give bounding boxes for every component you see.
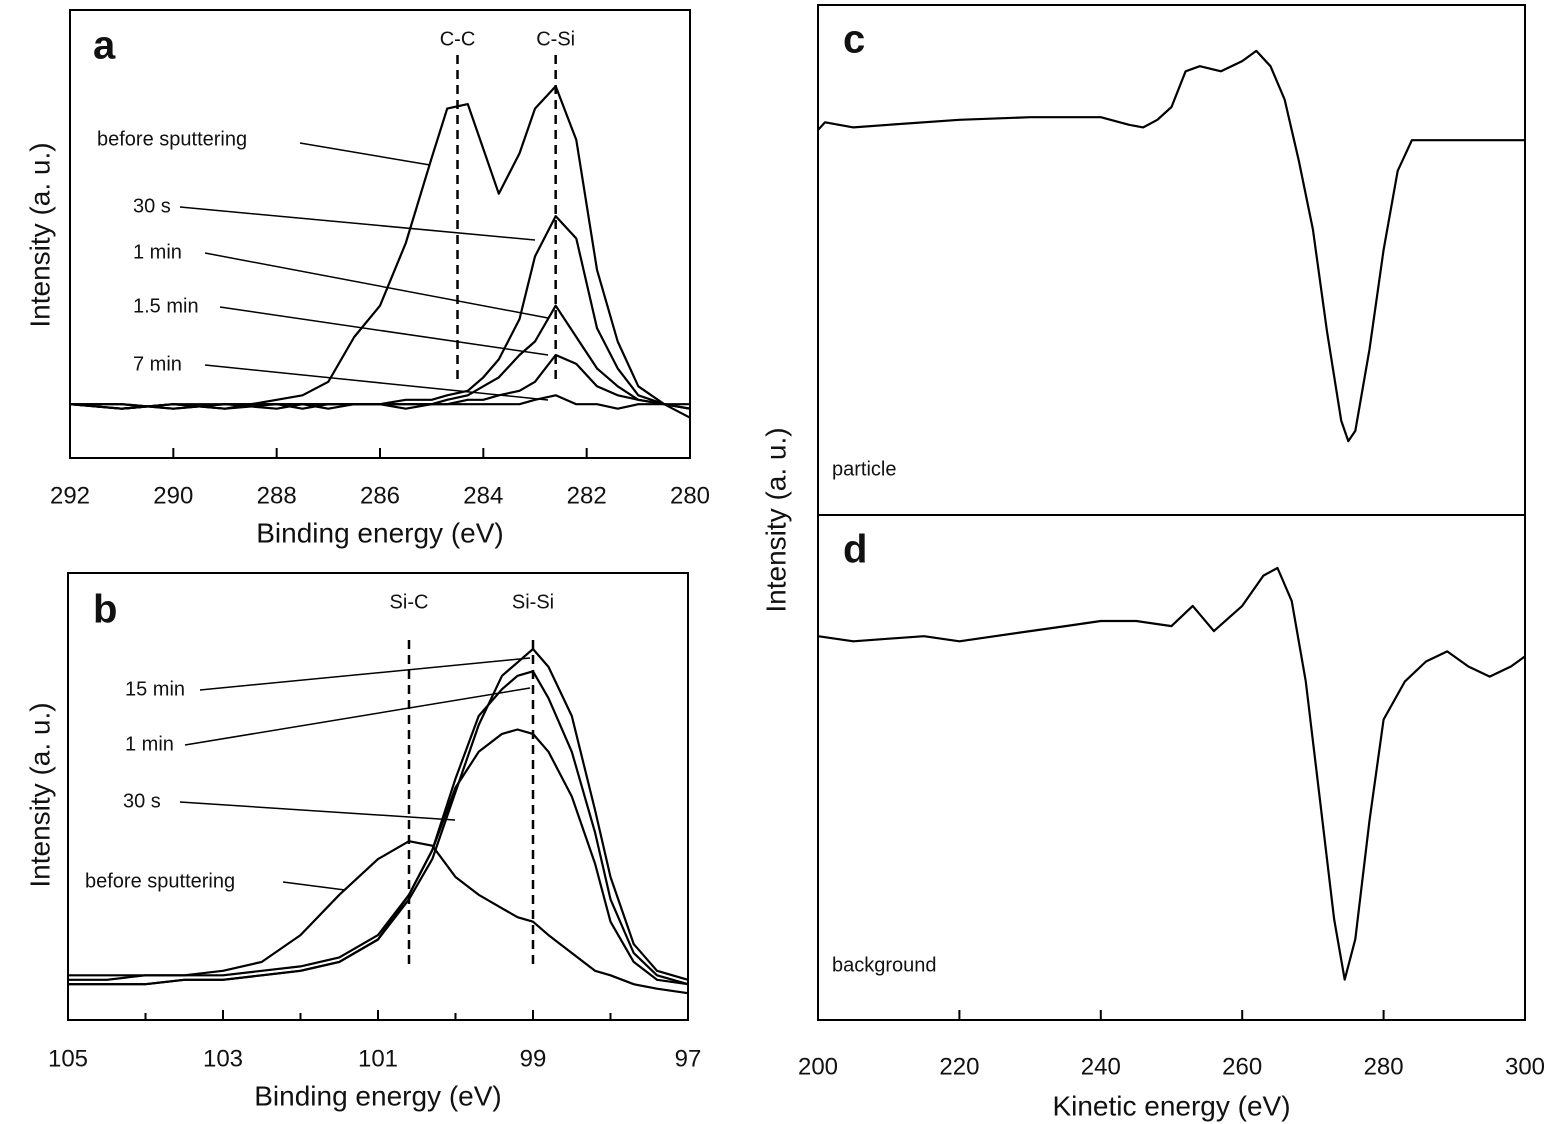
series-label: 7 min [133,353,182,375]
peak-label: C-Si [536,28,575,50]
plot-frame [817,514,1526,1021]
leader-line [219,306,549,356]
x-tick-label: 101 [358,1045,398,1072]
spectrum-line [69,394,690,410]
series-label: 1.5 min [133,295,199,317]
x-tick-label: 280 [1364,1053,1404,1080]
series-label: 30 s [123,790,161,812]
x-tick-label: 280 [670,482,710,509]
x-tick-label: 286 [360,482,400,509]
x-tick-label: 99 [520,1045,547,1072]
x-tick-label: 200 [798,1053,838,1080]
y-axis-label: Intensity (a. u.) [760,427,791,612]
plot-frame [817,4,1526,516]
series-label: 1 min [133,241,182,263]
spectrum-line [68,728,689,986]
series-label: before sputtering [85,870,235,892]
spectrum-line [69,215,691,410]
series-label: 15 min [125,678,185,700]
spectrum-line [69,85,691,419]
series-label: background [832,954,937,976]
series-label: 30 s [133,195,171,217]
y-axis-label: Intensity (a. u.) [24,142,55,327]
series-label: before sputtering [97,128,247,150]
series-label: 1 min [125,733,174,755]
peak-label: Si-C [390,591,429,613]
leader-line [282,881,346,891]
leader-line [204,252,549,319]
spectrum-line [817,49,1525,443]
leader-line [204,364,549,401]
x-tick-label: 290 [153,482,193,509]
spectrum-line [68,840,689,995]
plot-frame [69,9,691,459]
x-tick-label: 97 [675,1045,702,1072]
leader-line [184,687,531,746]
panel-letter: a [93,24,116,68]
peak-label: Si-Si [512,591,554,613]
x-tick-label: 282 [567,482,607,509]
x-tick-label: 292 [50,482,90,509]
x-axis-label: Kinetic energy (eV) [1052,1090,1290,1121]
peak-label: C-C [440,28,476,50]
y-axis-label: Intensity (a. u.) [24,702,55,887]
spectrum-line [68,670,689,986]
x-tick-label: 300 [1505,1053,1545,1080]
x-tick-label: 288 [257,482,297,509]
leader-line [179,206,536,241]
x-tick-label: 103 [203,1045,243,1072]
panel-letter: b [93,588,117,632]
x-axis-label: Binding energy (eV) [256,517,503,548]
plot-frame [67,572,689,1021]
panel-letter: c [843,18,865,62]
leader-line [199,657,531,691]
x-axis-label: Binding energy (eV) [254,1080,501,1111]
series-label: particle [832,458,896,480]
x-tick-label: 220 [939,1053,979,1080]
leader-line [299,142,431,166]
x-tick-label: 284 [463,482,503,509]
panel-letter: d [843,528,867,572]
leader-line [179,801,456,821]
spectrum-line [817,566,1526,981]
x-tick-label: 240 [1081,1053,1121,1080]
x-tick-label: 105 [48,1045,88,1072]
spectrum-line [68,647,689,986]
x-tick-label: 260 [1222,1053,1262,1080]
